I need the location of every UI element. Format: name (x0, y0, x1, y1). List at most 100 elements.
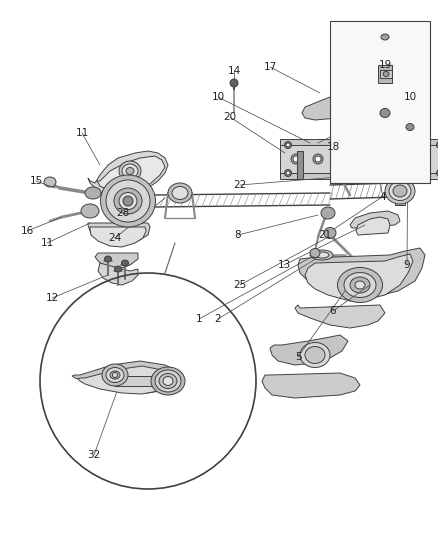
Ellipse shape (122, 164, 138, 178)
Polygon shape (298, 248, 425, 297)
Bar (280, 173, 438, 179)
Ellipse shape (357, 154, 367, 164)
Bar (330, 21, 430, 183)
Polygon shape (78, 366, 174, 394)
Ellipse shape (102, 364, 128, 386)
Ellipse shape (335, 154, 345, 164)
Text: 25: 25 (233, 280, 247, 290)
Bar (297, 151, 303, 179)
Ellipse shape (359, 156, 365, 162)
Text: 16: 16 (21, 226, 34, 236)
Polygon shape (305, 254, 413, 301)
Ellipse shape (159, 374, 177, 389)
Polygon shape (362, 68, 420, 113)
Polygon shape (97, 156, 165, 192)
Bar (280, 139, 438, 145)
Ellipse shape (163, 376, 173, 385)
Polygon shape (90, 227, 146, 247)
Text: 2: 2 (215, 314, 221, 324)
Ellipse shape (44, 177, 56, 187)
Ellipse shape (119, 192, 137, 209)
Ellipse shape (285, 169, 292, 176)
Ellipse shape (437, 141, 438, 149)
Ellipse shape (402, 94, 408, 100)
Ellipse shape (382, 78, 398, 92)
Ellipse shape (119, 161, 141, 181)
Ellipse shape (110, 371, 120, 379)
Ellipse shape (123, 196, 133, 206)
Ellipse shape (286, 143, 290, 147)
Ellipse shape (385, 178, 415, 204)
Bar (397, 151, 403, 179)
Polygon shape (302, 88, 370, 120)
Ellipse shape (305, 346, 325, 364)
Ellipse shape (113, 373, 117, 377)
Text: 4: 4 (380, 192, 386, 202)
Ellipse shape (168, 183, 192, 203)
Ellipse shape (381, 34, 389, 40)
Ellipse shape (310, 151, 322, 163)
Text: 28: 28 (117, 208, 130, 218)
Ellipse shape (332, 169, 345, 181)
Text: 10: 10 (212, 92, 225, 102)
Polygon shape (300, 151, 334, 168)
Bar (378, 65, 392, 83)
Ellipse shape (315, 252, 329, 258)
Ellipse shape (85, 187, 101, 199)
Ellipse shape (311, 250, 333, 260)
Text: 9: 9 (404, 260, 410, 270)
Ellipse shape (291, 154, 301, 164)
Text: 13: 13 (277, 260, 291, 270)
Polygon shape (95, 253, 138, 268)
Ellipse shape (324, 228, 336, 238)
Text: 15: 15 (29, 176, 42, 186)
Text: 20: 20 (223, 112, 237, 122)
Ellipse shape (337, 156, 343, 162)
Text: 10: 10 (403, 92, 417, 102)
Text: 18: 18 (326, 142, 339, 152)
Polygon shape (288, 141, 345, 167)
Ellipse shape (106, 367, 124, 383)
Polygon shape (88, 223, 150, 245)
Polygon shape (393, 151, 428, 173)
Ellipse shape (381, 156, 387, 162)
Text: 24: 24 (108, 233, 122, 243)
Ellipse shape (121, 260, 128, 266)
Polygon shape (295, 305, 385, 328)
Text: 22: 22 (233, 180, 247, 190)
Polygon shape (270, 335, 348, 365)
Polygon shape (350, 211, 400, 228)
Ellipse shape (380, 109, 390, 117)
Polygon shape (98, 263, 138, 285)
Polygon shape (262, 373, 360, 398)
Text: 1: 1 (196, 314, 202, 324)
Text: 17: 17 (263, 62, 277, 72)
Ellipse shape (172, 187, 188, 199)
Text: 8: 8 (235, 230, 241, 240)
Text: 14: 14 (227, 66, 240, 76)
Ellipse shape (437, 169, 438, 176)
Ellipse shape (155, 370, 181, 392)
Bar (395, 177, 405, 185)
Ellipse shape (393, 185, 407, 197)
Text: 21: 21 (318, 230, 332, 240)
Bar (280, 145, 438, 173)
Ellipse shape (293, 156, 299, 162)
Ellipse shape (338, 268, 382, 303)
Ellipse shape (315, 156, 321, 162)
Ellipse shape (313, 154, 323, 164)
Ellipse shape (114, 188, 142, 214)
Ellipse shape (400, 93, 410, 101)
Ellipse shape (389, 182, 411, 200)
Bar (380, 70, 392, 78)
Ellipse shape (114, 266, 121, 272)
Ellipse shape (126, 167, 134, 174)
Ellipse shape (151, 367, 185, 395)
Ellipse shape (100, 175, 155, 227)
Text: 12: 12 (46, 293, 59, 303)
Polygon shape (366, 75, 412, 108)
Ellipse shape (285, 141, 292, 149)
Ellipse shape (344, 272, 376, 297)
Ellipse shape (385, 80, 395, 90)
Ellipse shape (310, 248, 320, 257)
